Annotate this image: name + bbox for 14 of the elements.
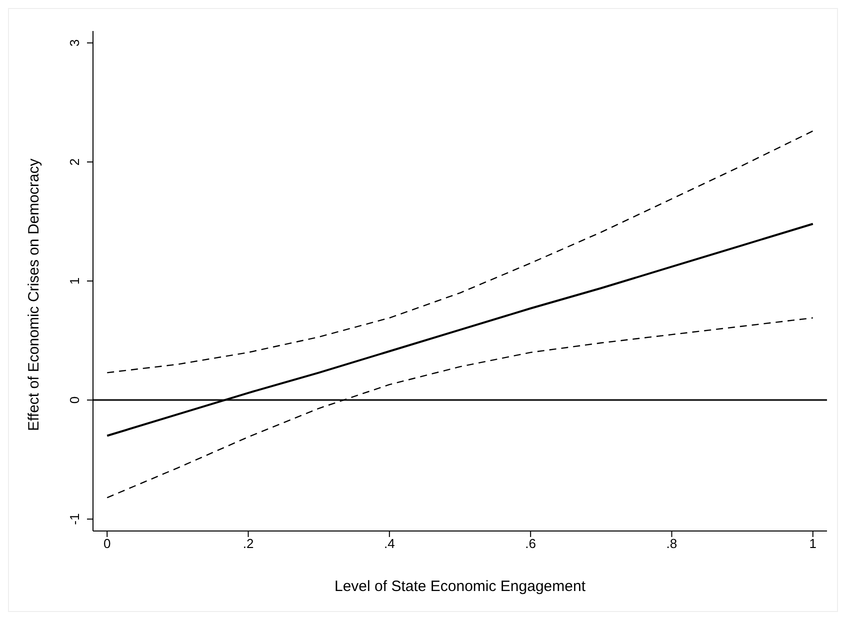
x-tick-label: .2 xyxy=(242,536,254,552)
y-axis-title: Effect of Economic Crises on Democracy xyxy=(25,158,42,431)
y-tick-label: 3 xyxy=(67,39,82,47)
x-tick-label: 0 xyxy=(104,536,111,552)
x-tick-label: .4 xyxy=(384,536,395,552)
x-tick-label: 1 xyxy=(809,536,816,552)
x-tick-label: .6 xyxy=(525,536,536,552)
y-tick-label: -1 xyxy=(67,513,82,525)
x-tick-label: .8 xyxy=(666,536,678,552)
y-tick-label: 1 xyxy=(67,277,82,285)
y-tick-label: 2 xyxy=(67,158,82,166)
line-series xyxy=(106,130,814,374)
y-tick-label: 0 xyxy=(67,396,82,404)
x-axis-title: Level of State Economic Engagement xyxy=(334,578,586,595)
